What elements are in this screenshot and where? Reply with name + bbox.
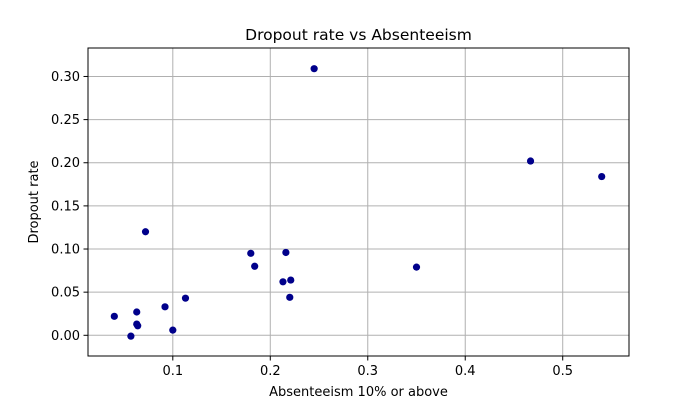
data-point	[310, 65, 318, 73]
data-point	[141, 228, 150, 236]
x-tick-label: 0.4	[455, 364, 476, 379]
plot-frame	[87, 47, 630, 357]
x-axis-label: Absenteeism 10% or above	[269, 385, 448, 400]
y-tick-label: 0.15	[51, 199, 80, 214]
data-point	[169, 326, 177, 334]
data-point	[161, 303, 169, 311]
y-tick-label: 0.00	[51, 329, 80, 344]
data-point	[287, 276, 295, 284]
data-point	[412, 263, 421, 271]
data-point	[598, 172, 606, 181]
x-axis-ticks: 0.1 0.2 0.3 0.4 0.5	[162, 356, 573, 379]
gridlines	[88, 48, 629, 356]
data-point	[247, 249, 255, 257]
data-point	[251, 262, 259, 270]
data-point	[279, 278, 287, 286]
y-tick-label: 0.25	[51, 113, 80, 128]
data-point	[127, 332, 135, 340]
data-point	[110, 312, 118, 320]
y-axis-ticks: 0.00 0.05 0.10 0.15 0.20 0.25 0.30	[51, 70, 88, 344]
y-tick-label: 0.30	[51, 70, 80, 85]
x-tick-label: 0.2	[260, 364, 281, 379]
y-tick-label: 0.10	[51, 243, 80, 258]
x-tick-label: 0.1	[162, 364, 183, 379]
data-point	[286, 293, 294, 301]
data-point	[134, 322, 142, 330]
data-points	[110, 65, 606, 340]
x-tick-label: 0.3	[357, 364, 378, 379]
data-point	[133, 308, 141, 316]
data-point	[181, 294, 190, 302]
y-tick-label: 0.05	[51, 286, 80, 301]
chart-title: Dropout rate vs Absenteeism	[245, 26, 472, 44]
x-tick-label: 0.5	[552, 364, 573, 379]
data-point	[526, 157, 535, 165]
y-axis-label: Dropout rate	[27, 160, 42, 243]
y-tick-label: 0.20	[51, 156, 80, 171]
data-point	[282, 248, 290, 257]
